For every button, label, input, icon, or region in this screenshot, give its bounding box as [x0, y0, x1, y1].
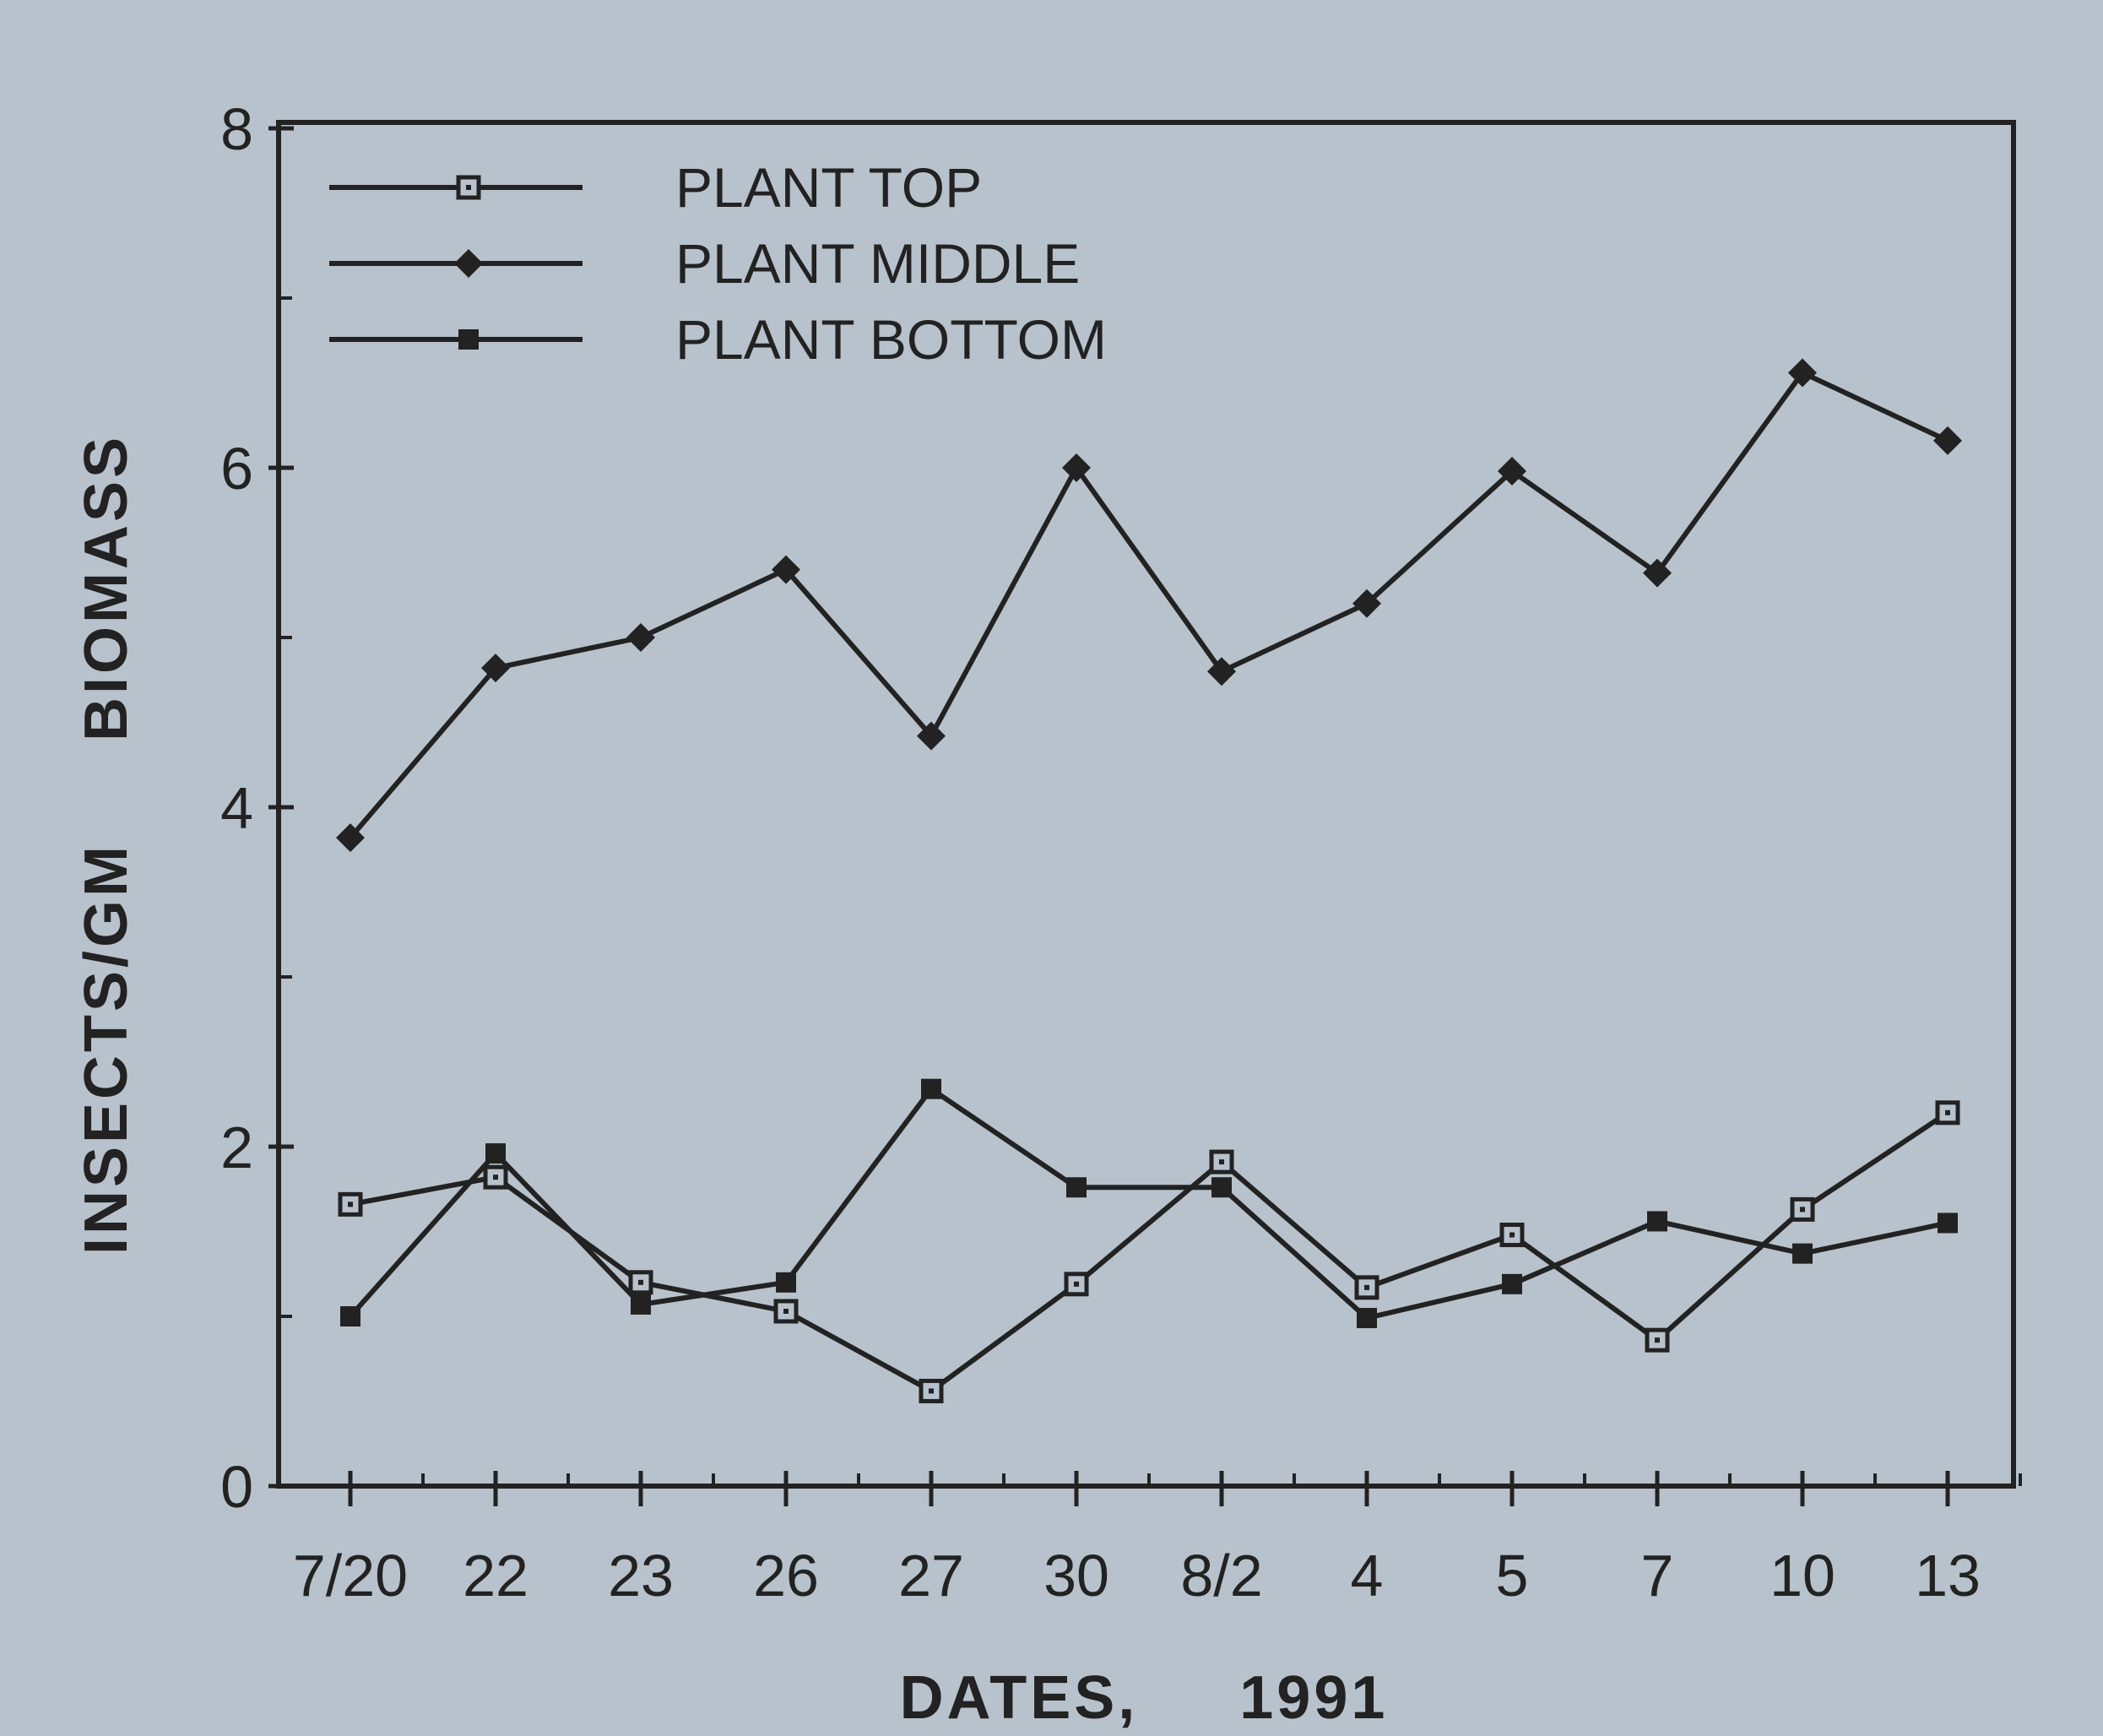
legend-item-plant-top: PLANT TOP [329, 156, 982, 219]
x-tick-label: 5 [1496, 1543, 1529, 1609]
legend-label: PLANT TOP [675, 156, 982, 219]
x-axis-title: DATES, 1991 [900, 1664, 1389, 1732]
data-point [628, 1270, 653, 1295]
data-point [1502, 1273, 1522, 1294]
data-point [917, 721, 946, 751]
data-point [1933, 426, 1962, 455]
x-tick-label: 13 [1915, 1543, 1981, 1609]
data-point [1790, 1196, 1815, 1222]
plot-frame [276, 120, 2016, 1489]
legend-label: PLANT MIDDLE [675, 232, 1080, 295]
x-tick-label: 4 [1351, 1543, 1384, 1609]
legend-marker [456, 175, 481, 200]
data-point [1066, 1177, 1087, 1198]
series-plant-middle [336, 358, 1962, 853]
y-axis-title: INSECTS/GM BIOMASS [73, 434, 140, 1255]
data-point [1498, 457, 1526, 486]
data-point [1209, 1149, 1234, 1175]
data-point [1935, 1100, 1960, 1126]
x-tick-label: 10 [1770, 1543, 1835, 1609]
data-point [338, 1191, 363, 1217]
y-tick-label: 4 [220, 775, 253, 841]
data-point [336, 823, 365, 853]
series-plant-bottom [340, 1078, 1958, 1329]
legend-item-plant-middle: PLANT MIDDLE [329, 232, 1080, 295]
series-line [350, 1110, 1949, 1394]
data-point [1357, 1308, 1377, 1329]
data-point [773, 1299, 799, 1324]
y-tick-label: 8 [220, 96, 253, 162]
data-point [483, 1164, 508, 1190]
x-tick-label: 22 [463, 1543, 528, 1609]
data-point [626, 623, 655, 652]
series-line [348, 370, 1949, 840]
series-layer [336, 358, 1962, 1403]
legend: PLANT TOP PLANT MIDDLE PLANT BOTTOM [329, 156, 1107, 371]
data-point [1645, 1327, 1670, 1353]
data-point [1064, 1272, 1089, 1297]
y-tick-label: 6 [220, 436, 253, 502]
x-tick-label: 7/20 [293, 1543, 408, 1609]
x-tick-label: 7 [1641, 1543, 1674, 1609]
y-tick-label: 2 [220, 1115, 253, 1180]
data-point [1643, 558, 1672, 588]
data-point [1938, 1212, 1958, 1234]
y-tick-label: 0 [220, 1454, 253, 1520]
data-point [481, 654, 510, 683]
data-point [921, 1078, 941, 1099]
data-point [1354, 1275, 1379, 1300]
x-tick-label: 26 [753, 1543, 819, 1609]
series-line [348, 1086, 1949, 1321]
x-tick-label: 30 [1043, 1543, 1109, 1609]
data-point [1792, 1243, 1813, 1264]
x-axis: 7/20 22 23 26 27 30 8/2 4 5 7 10 13 [276, 1471, 2022, 1609]
data-point [919, 1378, 944, 1403]
y-axis: 0 2 4 6 8 [220, 96, 294, 1520]
data-point [631, 1294, 651, 1315]
legend-marker [454, 249, 483, 278]
legend-label: PLANT BOTTOM [675, 308, 1107, 371]
data-point [1211, 1177, 1232, 1198]
data-point [1788, 358, 1817, 388]
data-point [776, 1272, 796, 1293]
data-point [485, 1143, 506, 1164]
series-plant-top [338, 1100, 1960, 1403]
data-point [1062, 453, 1091, 482]
data-point [340, 1306, 360, 1326]
legend-marker [458, 329, 479, 350]
data-point [1207, 657, 1236, 686]
legend-item-plant-bottom: PLANT BOTTOM [329, 308, 1107, 371]
data-point [772, 555, 800, 584]
x-tick-label: 23 [608, 1543, 674, 1609]
data-point [1647, 1211, 1667, 1232]
data-point [1352, 589, 1381, 618]
x-tick-label: 8/2 [1180, 1543, 1262, 1609]
data-point [1499, 1223, 1525, 1248]
x-tick-label: 27 [898, 1543, 964, 1609]
